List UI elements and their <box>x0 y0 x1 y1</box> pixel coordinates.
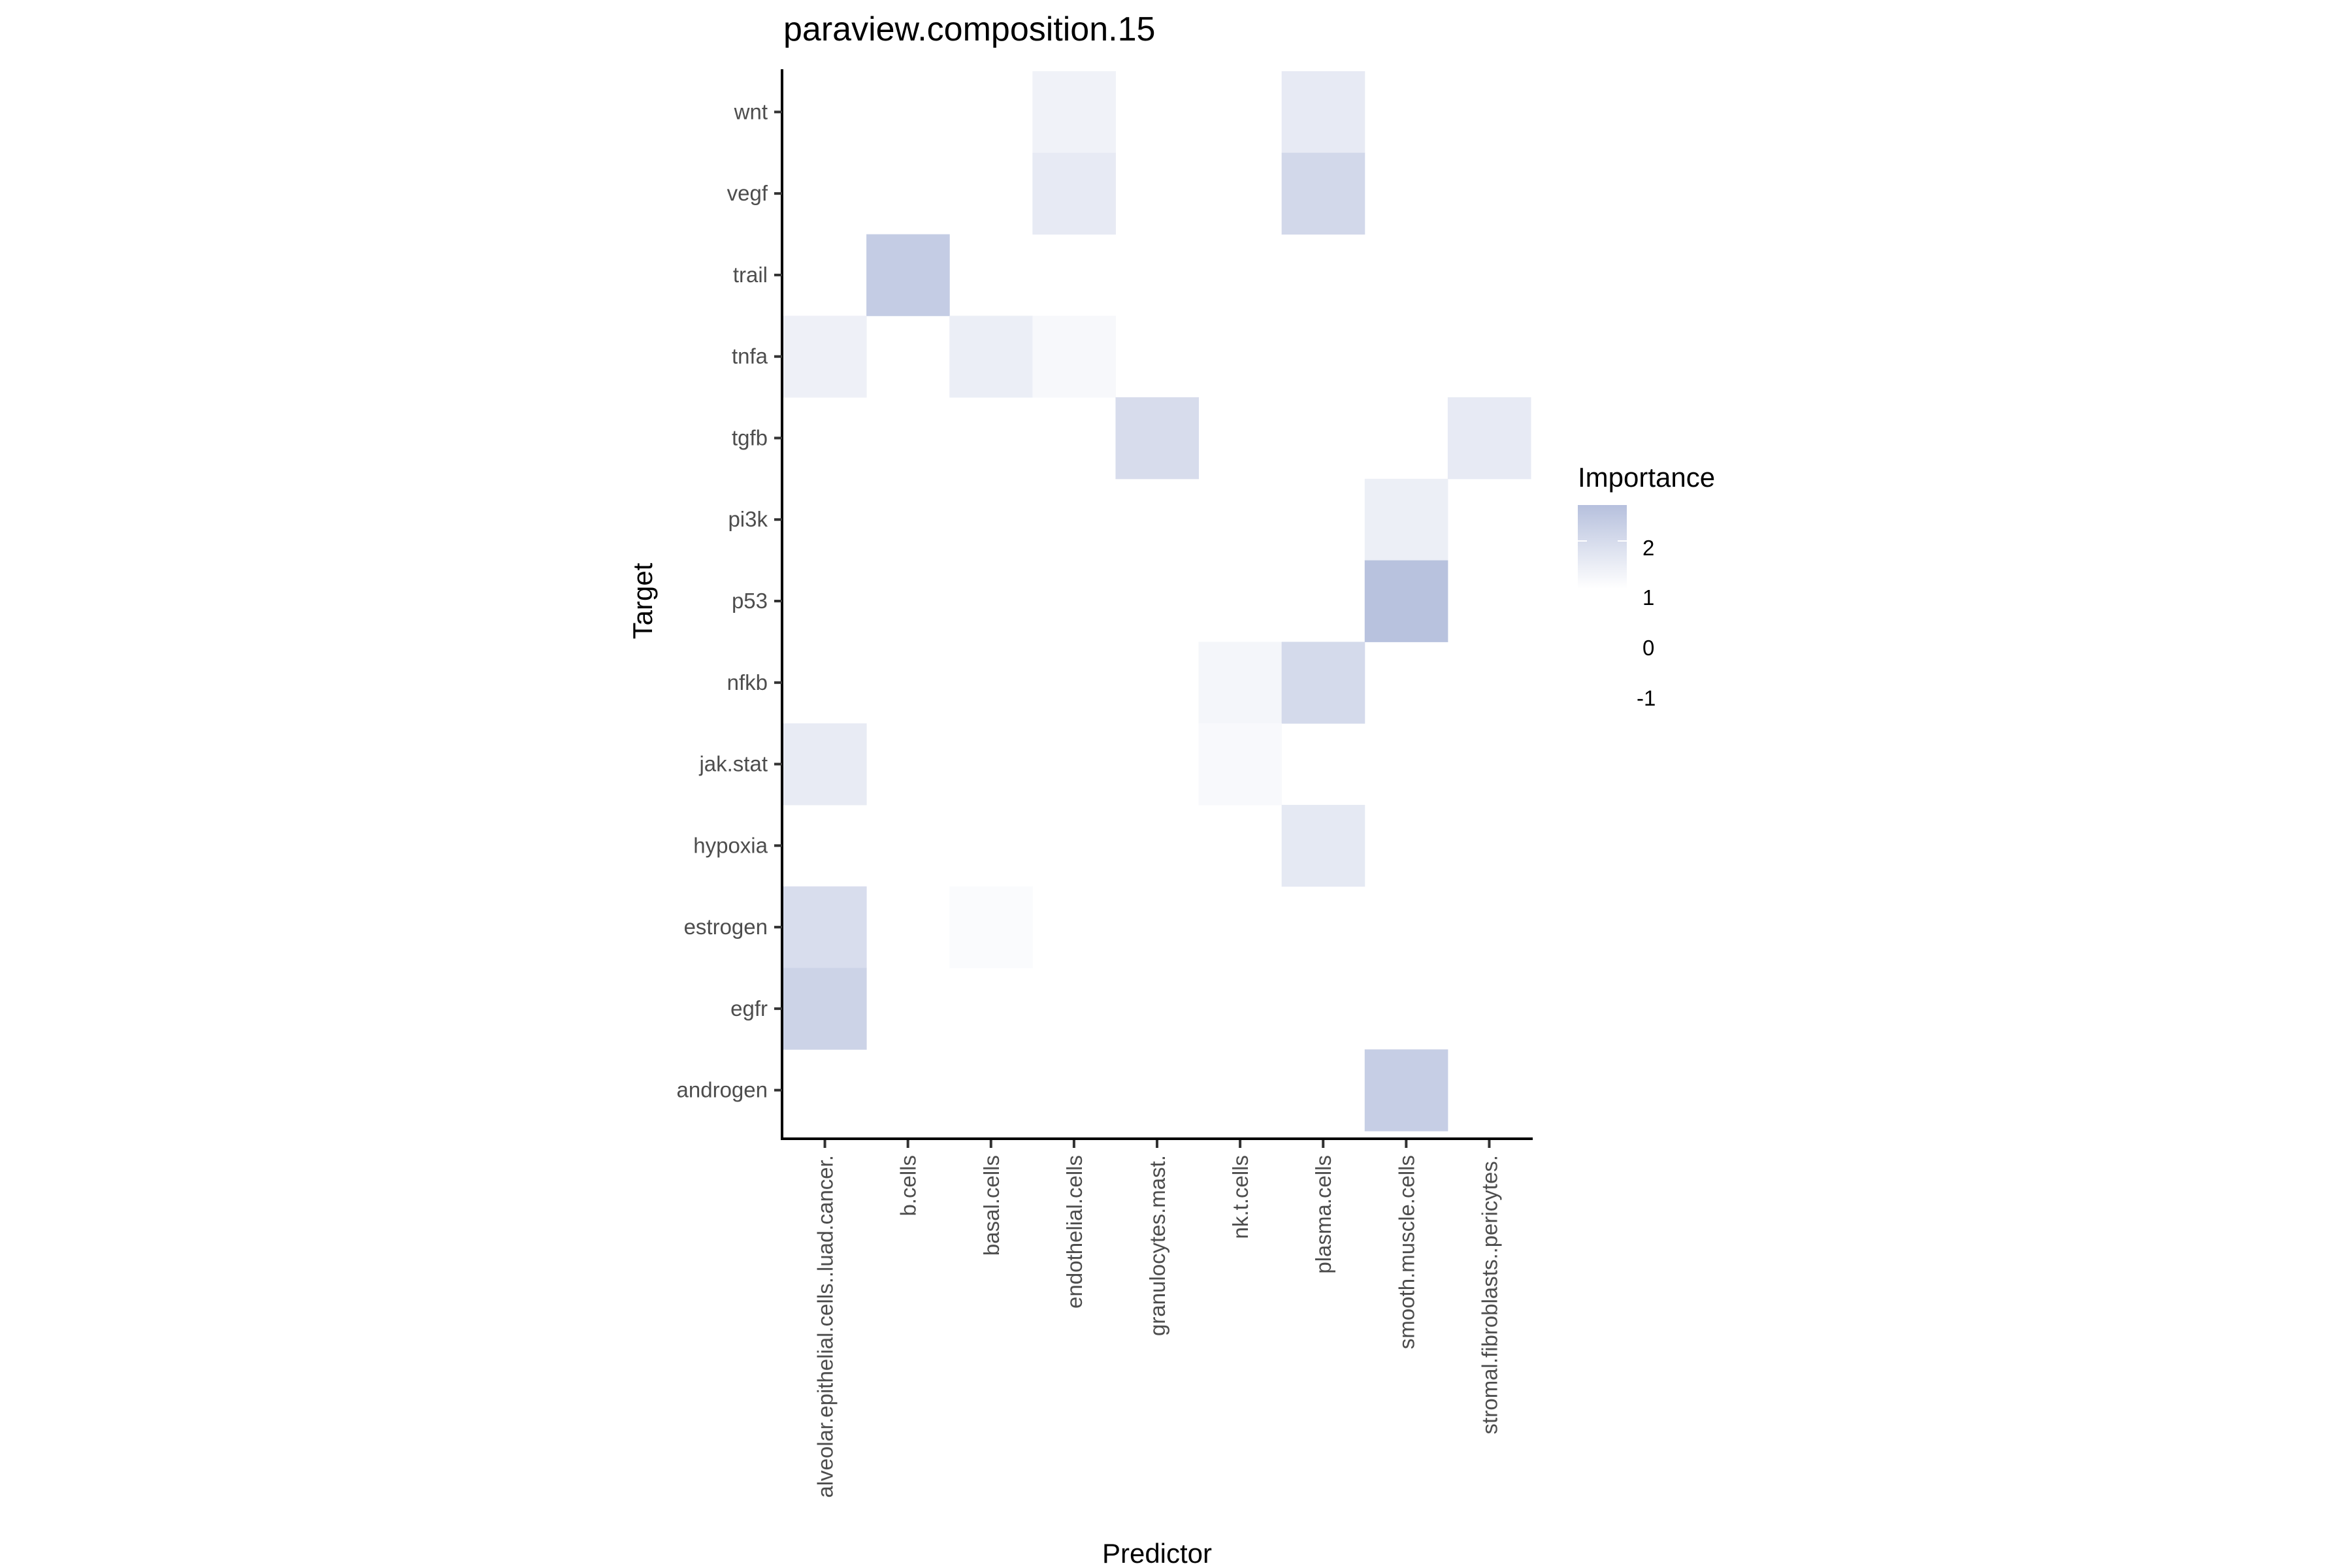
y-tick-label: vegf <box>727 181 768 205</box>
x-tick-label: basal.cells <box>979 1155 1004 1256</box>
heatmap-tile: vegf / endothelial.cells: 1.59 <box>1032 152 1116 235</box>
heatmap-tile: wnt / endothelial.cells: 1.37 <box>1032 71 1116 154</box>
x-tick-label: nk.t.cells <box>1228 1155 1252 1239</box>
y-tick-label: jak.stat <box>698 752 768 776</box>
heatmap-tile: estrogen / alveolar.epithelial.cells..lu… <box>783 886 867 968</box>
x-tick-label: alveolar.epithelial.cells..luad.cancer. <box>813 1155 838 1498</box>
x-tick-label: endothelial.cells <box>1062 1155 1086 1309</box>
y-tick-label: wnt <box>734 99 768 123</box>
heatmap-tile: trail / b.cells: 2.45 <box>866 234 950 316</box>
y-axis-title: Target <box>627 563 658 639</box>
heatmap-tile: tnfa / basal.cells: 1.49 <box>949 316 1033 398</box>
x-axis-ticks: alveolar.epithelial.cells..luad.cancer. b… <box>813 1140 1501 1498</box>
y-tick-label: nfkb <box>727 670 768 694</box>
y-tick-label: hypoxia <box>693 833 768 857</box>
heatmap-tile: androgen / smooth.muscle.cells: 2.4 <box>1364 1049 1448 1132</box>
legend-label: -1 <box>1637 686 1656 710</box>
y-tick-label: trail <box>733 263 768 287</box>
heatmap-tile: tnfa / endothelial.cells: 1.2 <box>1032 316 1116 398</box>
heatmap-tiles: wnt / endothelial.cells: 1.37 wnt / plasm… <box>783 71 1531 1132</box>
heatmap-tile: hypoxia / plasma.cells: 1.64 <box>1281 804 1365 887</box>
x-tick-label: smooth.muscle.cells <box>1394 1155 1418 1349</box>
heatmap-tile: p53 / smooth.muscle.cells: 2.75 <box>1364 560 1448 642</box>
x-tick-label: b.cells <box>896 1155 921 1217</box>
heatmap-tile: tgfb / granulocytes.mast.: 1.99 <box>1115 397 1200 480</box>
legend-colorbar <box>1578 505 1627 589</box>
heatmap-tile: nfkb / plasma.cells: 2.06 <box>1281 642 1365 724</box>
legend-label: 1 <box>1642 585 1654 610</box>
legend: Importance 2 1 0 -1 <box>1578 462 1715 710</box>
x-axis-title: Predictor <box>1102 1538 1212 1568</box>
y-tick-label: androgen <box>677 1078 768 1102</box>
heatmap-tile: tgfb / stromal.fibroblasts..pericytes.: … <box>1447 397 1531 480</box>
heatmap-tile: nfkb / nk.t.cells: 1.27 <box>1198 642 1282 724</box>
legend-label: 0 <box>1642 636 1654 660</box>
heatmap-tile: tnfa / alveolar.epithelial.cells..luad.c… <box>783 316 867 398</box>
y-tick-label: p53 <box>732 589 768 613</box>
legend-title: Importance <box>1578 462 1715 493</box>
x-tick-label: stromal.fibroblasts..pericytes. <box>1477 1155 1501 1434</box>
chart-title: paraview.composition.15 <box>783 10 1155 48</box>
y-tick-label: egfr <box>730 996 768 1021</box>
heatmap-tile: pi3k / smooth.muscle.cells: 1.47 <box>1364 478 1448 561</box>
heatmap-tile: vegf / plasma.cells: 2.11 <box>1281 152 1365 235</box>
heatmap-tile: egfr / alveolar.epithelial.cells..luad.c… <box>783 968 867 1050</box>
y-tick-label: tnfa <box>732 344 768 368</box>
y-axis-ticks: wnt vegf trail tnfa tgfb pi3k p53 nfkb jak.stat h… <box>677 99 782 1102</box>
legend-label: 2 <box>1642 536 1654 560</box>
heatmap-tile: jak.stat / alveolar.epithelial.cells..lu… <box>783 723 867 806</box>
y-tick-label: estrogen <box>684 915 768 939</box>
heatmap-tile: wnt / plasma.cells: 1.59 <box>1281 71 1365 154</box>
x-tick-label: granulocytes.mast. <box>1145 1155 1169 1336</box>
y-tick-label: pi3k <box>728 507 768 531</box>
y-tick-label: tgfb <box>732 425 768 449</box>
heatmap-tile: estrogen / basal.cells: 1.12 <box>949 886 1033 968</box>
heatmap-tile: jak.stat / nk.t.cells: 1.17 <box>1198 723 1282 806</box>
x-tick-label: plasma.cells <box>1311 1155 1335 1274</box>
